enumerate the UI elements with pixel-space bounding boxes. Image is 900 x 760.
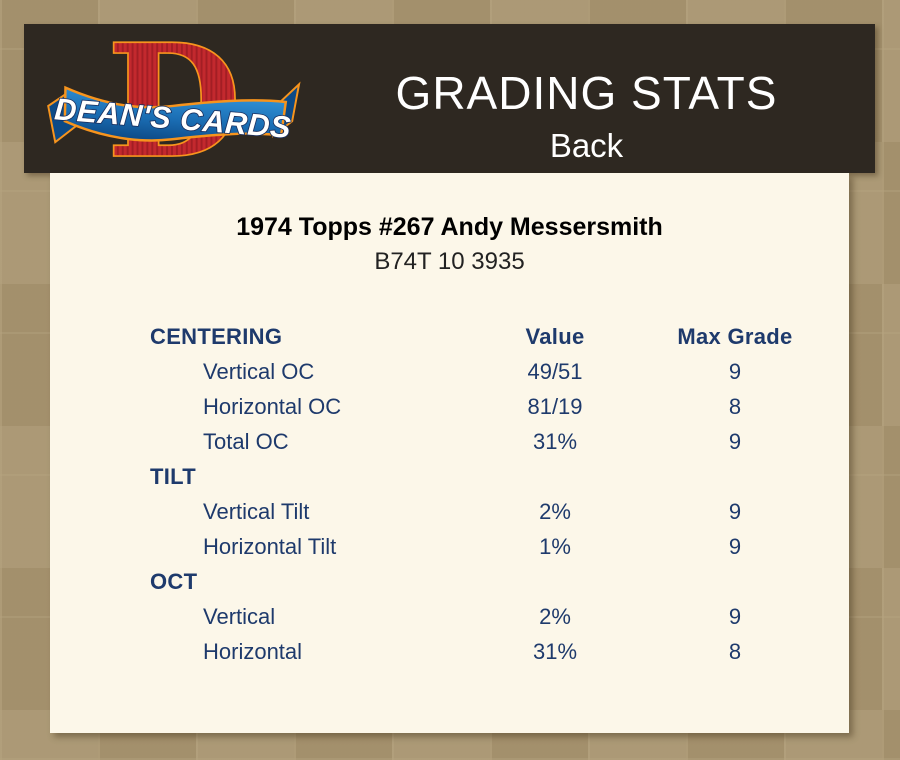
page-title: GRADING STATS [395,66,778,119]
row-label: Horizontal OC [203,393,342,419]
grading-stats-panel: 1974 Topps #267 Andy Messersmith B74T 10… [50,173,849,733]
row-value: 1% [539,533,571,559]
table-header-row: CENTERING Value Max Grade [150,319,810,354]
row-max-grade: 9 [728,358,742,384]
row-max-grade: 9 [728,428,742,454]
column-header-max-grade: Max Grade [677,323,793,349]
section-label: TILT [150,463,196,489]
card-title: 1974 Topps #267 Andy Messersmith [236,213,663,241]
table-row: Horizontal OC 81/19 8 [150,389,810,424]
card-serial-number: B74T 10 3935 [374,248,525,275]
table-row: Total OC 31% 9 [150,424,810,459]
table-section-row-oct: OCT [150,564,810,599]
row-max-grade: 9 [728,498,742,524]
row-value: 31% [532,428,578,454]
table-row: Vertical OC 49/51 9 [150,354,810,389]
row-value: 49/51 [527,358,583,384]
row-value: 2% [539,498,571,524]
row-max-grade: 9 [728,603,742,629]
deans-cards-logo[interactable]: D DEAN'S CARDS [46,10,301,193]
column-header-centering: CENTERING [150,323,283,349]
card-side-label: Back [549,126,624,164]
row-value: 2% [539,603,571,629]
table-row: Vertical Tilt 2% 9 [150,494,810,529]
table-row: Horizontal Tilt 1% 9 [150,529,810,564]
row-max-grade: 8 [728,393,742,419]
table-row: Vertical 2% 9 [150,599,810,634]
column-header-value: Value [525,323,585,349]
row-value: 81/19 [527,393,583,419]
header-bar: D DEAN'S CARDS GRADING STATS Back [24,10,875,193]
row-label: Horizontal [203,638,303,664]
row-label: Vertical Tilt [203,498,310,524]
row-label: Horizontal Tilt [203,533,337,559]
header-titles: GRADING STATS Back [298,34,875,164]
row-value: 31% [532,638,578,664]
section-label: OCT [150,568,198,594]
row-label: Vertical [203,603,276,629]
table-row: Horizontal 31% 8 [150,634,810,669]
row-label: Total OC [203,428,289,454]
grading-stats-table: CENTERING Value Max Grade Vertical OC 49… [150,319,810,669]
row-max-grade: 8 [728,638,742,664]
table-section-row-tilt: TILT [150,459,810,494]
deans-cards-logo-graphic: D DEAN'S CARDS [47,10,301,193]
row-max-grade: 9 [728,533,742,559]
row-label: Vertical OC [203,358,315,384]
